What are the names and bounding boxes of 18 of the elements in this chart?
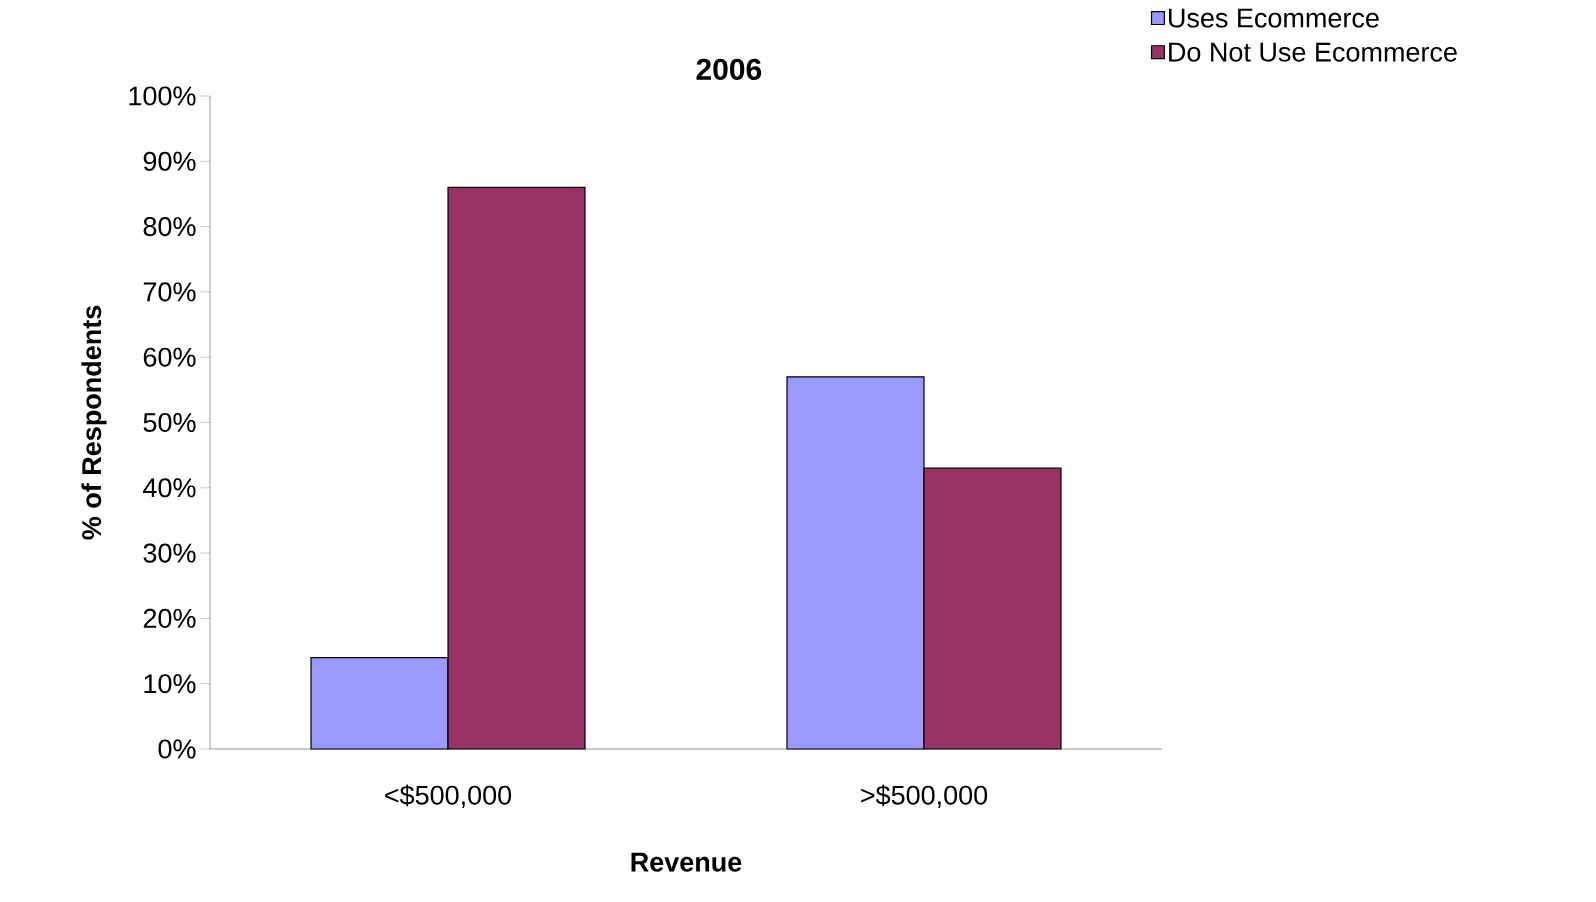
y-tick-label: 50% xyxy=(143,412,196,433)
x-axis-title: Revenue xyxy=(631,852,742,872)
y-tick-label: 30% xyxy=(143,543,196,563)
chart-title: 2006 xyxy=(696,58,762,80)
x-tick-label: >$500,000 xyxy=(861,784,988,808)
x-tick-label: <$500,000 xyxy=(385,784,512,808)
y-tick-label: 90% xyxy=(143,151,196,171)
y-tick-label: 100% xyxy=(129,86,196,106)
legend-label: Do Not Use Ecommerce xyxy=(1169,42,1457,62)
y-tick-label: 70% xyxy=(143,282,196,302)
y-tick-label: 60% xyxy=(143,347,196,367)
y-tick-label: 0% xyxy=(158,739,196,759)
y-axis-title: % of Respondents xyxy=(81,305,107,540)
y-tick-label: 20% xyxy=(143,608,196,628)
y-tick-label: 80% xyxy=(143,217,196,237)
legend-label: Uses Ecommerce xyxy=(1169,8,1379,28)
y-tick-label: 10% xyxy=(144,674,196,694)
y-tick-label: 40% xyxy=(143,478,196,498)
